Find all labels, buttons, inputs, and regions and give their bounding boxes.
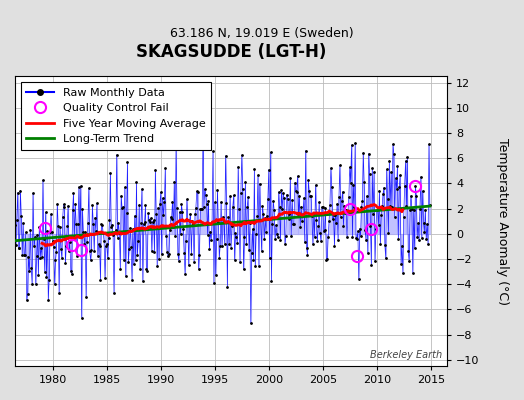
Text: Berkeley Earth: Berkeley Earth — [370, 350, 443, 360]
Title: SKAGSUDDE (LGT-H): SKAGSUDDE (LGT-H) — [136, 43, 326, 61]
Text: 63.186 N, 19.019 E (Sweden): 63.186 N, 19.019 E (Sweden) — [170, 28, 354, 40]
Legend: Raw Monthly Data, Quality Control Fail, Five Year Moving Average, Long-Term Tren: Raw Monthly Data, Quality Control Fail, … — [20, 82, 211, 150]
Y-axis label: Temperature Anomaly (°C): Temperature Anomaly (°C) — [496, 138, 509, 305]
